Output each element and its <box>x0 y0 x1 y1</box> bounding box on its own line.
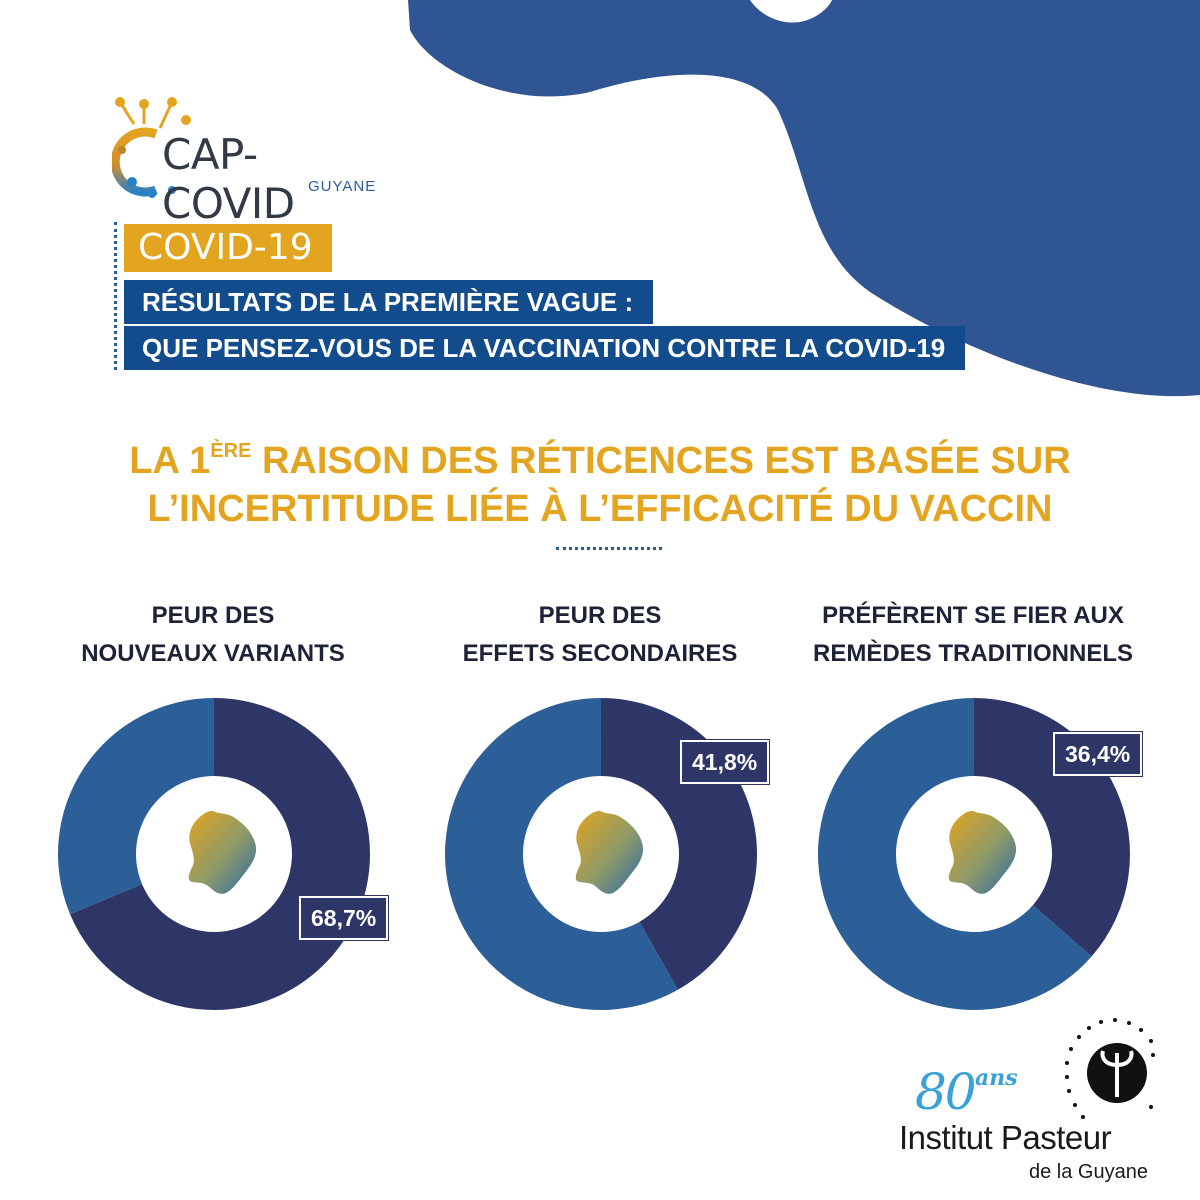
chart-title-line-2: REMÈDES TRADITIONNELS <box>812 640 1133 667</box>
donut-slice-value <box>70 698 371 1010</box>
institut-pasteur-logo: 80 ans Institut Pasteur de la Guyane <box>895 1015 1195 1195</box>
header-title-line-2: QUE PENSEZ-VOUS DE LA VACCINATION CONTRE… <box>124 326 966 370</box>
percentage-label: 41,8% <box>678 739 771 785</box>
donut-svg <box>58 698 371 1010</box>
dotted-divider <box>556 547 662 550</box>
donut-svg <box>818 698 1130 1010</box>
guyane-map-icon <box>188 811 257 894</box>
logo-name: CAP-COVID <box>162 130 295 228</box>
donut-slice-remainder <box>58 698 214 915</box>
donut-slice-remainder <box>818 698 1092 1010</box>
percentage-label: 36,4% <box>1051 731 1144 777</box>
virus-icon <box>112 97 191 198</box>
anniversary-suffix: ans <box>975 1065 1018 1091</box>
percentage-label: 68,7% <box>297 895 390 941</box>
donut-slice-remainder <box>445 698 678 1010</box>
donut-chart-traditional-remedies: PRÉFÈRENT SE FIER AUX REMÈDES TRADITIONN… <box>783 590 1163 1030</box>
cap-covid-logo: CAP-COVID GUYANE <box>112 94 382 228</box>
chart-title-line-2: NOUVEAUX VARIANTS <box>81 640 345 667</box>
headline-line-1: LA 1ÈRE RAISON DES RÉTICENCES EST BASÉE … <box>129 440 1071 482</box>
organization-name: Institut Pasteur <box>899 1119 1112 1156</box>
chart-title-line-2: EFFETS SECONDAIRES <box>462 640 738 667</box>
guyane-map-icon <box>575 811 644 894</box>
chart-title-line-1: PRÉFÈRENT SE FIER AUX <box>822 602 1124 629</box>
headline-line-2: L’INCERTITUDE LIÉE À L’EFFICACITÉ DU VAC… <box>147 488 1053 530</box>
anniversary-number: 80 <box>915 1063 977 1121</box>
donut-svg <box>445 698 757 1010</box>
pasteur-emblem-icon <box>1065 1018 1155 1119</box>
guyane-map-icon <box>948 811 1017 894</box>
donut-chart-side-effects: PEUR DES EFFETS SECONDAIRES 41,8% <box>410 590 790 1030</box>
header-dotted-line <box>114 222 117 370</box>
organization-subtitle: de la Guyane <box>1029 1161 1148 1183</box>
header-title-line-1: RÉSULTATS DE LA PREMIÈRE VAGUE : <box>124 280 654 324</box>
covid-tag: COVID-19 <box>124 224 332 272</box>
chart-title-line-1: PEUR DES <box>151 602 275 629</box>
chart-title-line-1: PEUR DES <box>538 602 662 629</box>
logo-subtitle: GUYANE <box>308 178 377 195</box>
donut-chart-variants: PEUR DES NOUVEAUX VARIANTS 68,7% <box>23 590 403 1030</box>
